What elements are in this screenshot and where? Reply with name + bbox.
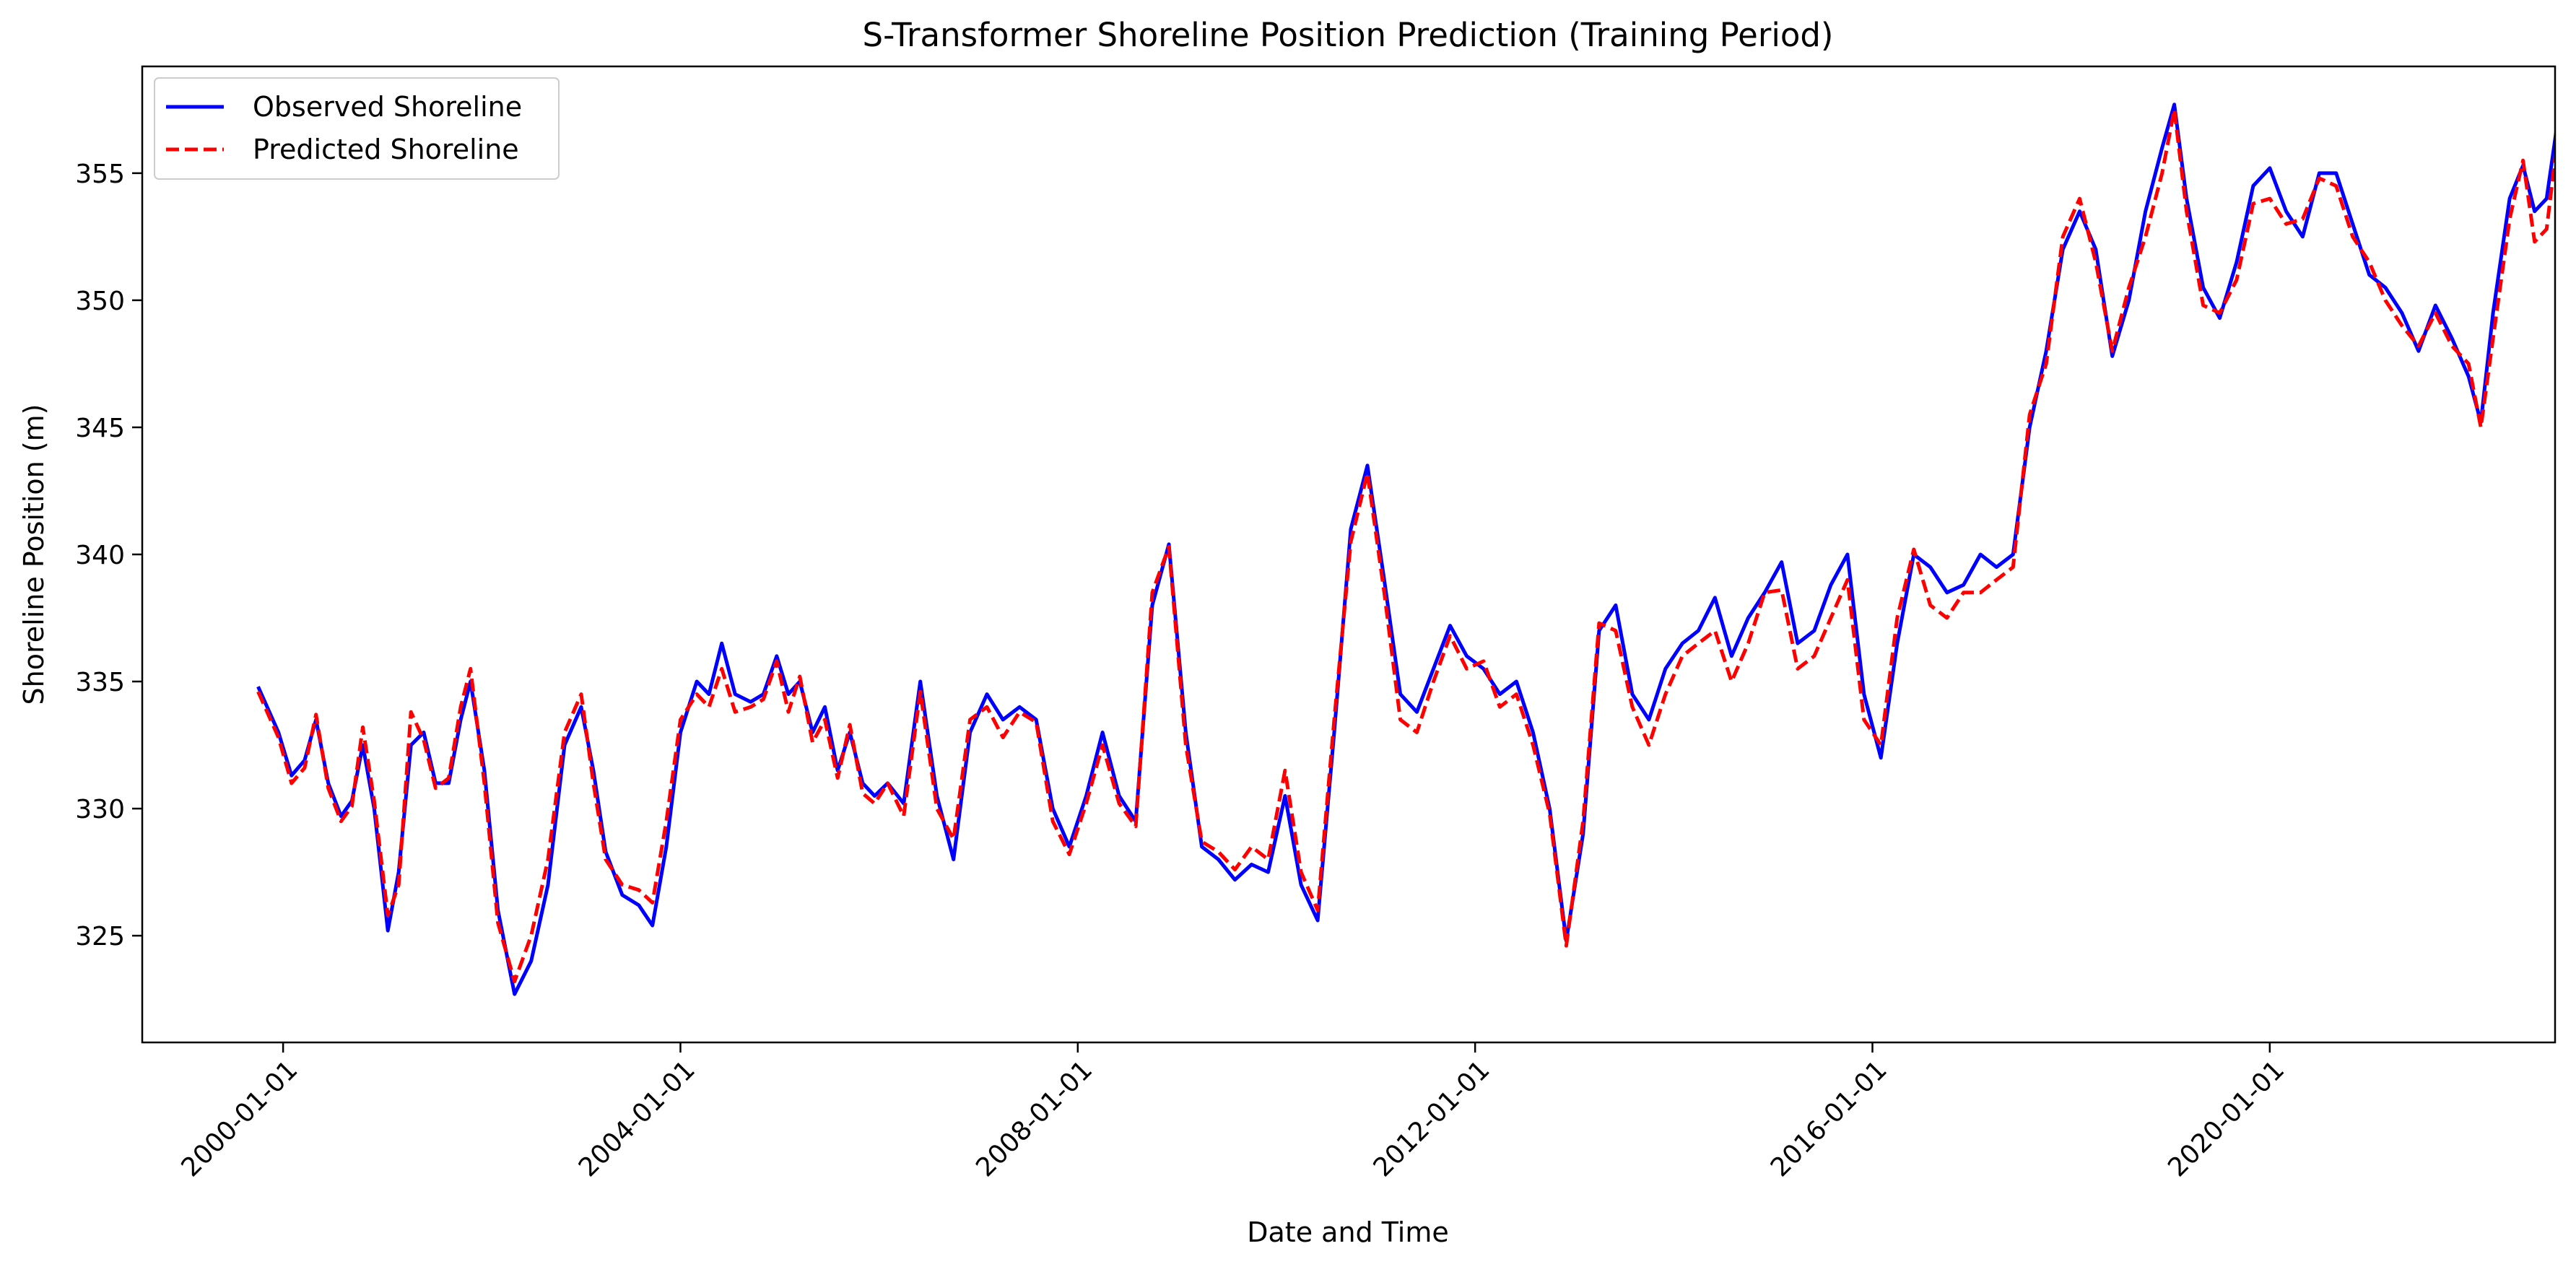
y-tick-label: 340 [75,541,125,570]
series-layer [256,103,2555,996]
legend: Observed Shoreline Predicted Shoreline [154,77,560,180]
chart-title: S-Transformer Shoreline Position Predict… [863,16,1834,54]
series-line-predicted [256,108,2555,983]
y-tick-label: 345 [75,414,125,443]
legend-box [154,77,560,180]
y-tick-label: 355 [75,160,125,189]
y-tick-label: 350 [75,287,125,316]
plot-area [256,103,2555,996]
series-line-observed [256,103,2555,996]
y-tick-label: 330 [75,795,125,824]
y-axis-label: Shoreline Position (m) [18,404,50,705]
y-tick-label: 335 [75,668,125,697]
y-axis: 325 330 335 340 345 350 355 [75,160,142,951]
legend-label-predicted: Predicted Shoreline [253,134,519,165]
x-axis-label: Date and Time [1247,1216,1448,1248]
y-tick-label: 325 [75,922,125,951]
legend-label-observed: Observed Shoreline [253,91,522,123]
